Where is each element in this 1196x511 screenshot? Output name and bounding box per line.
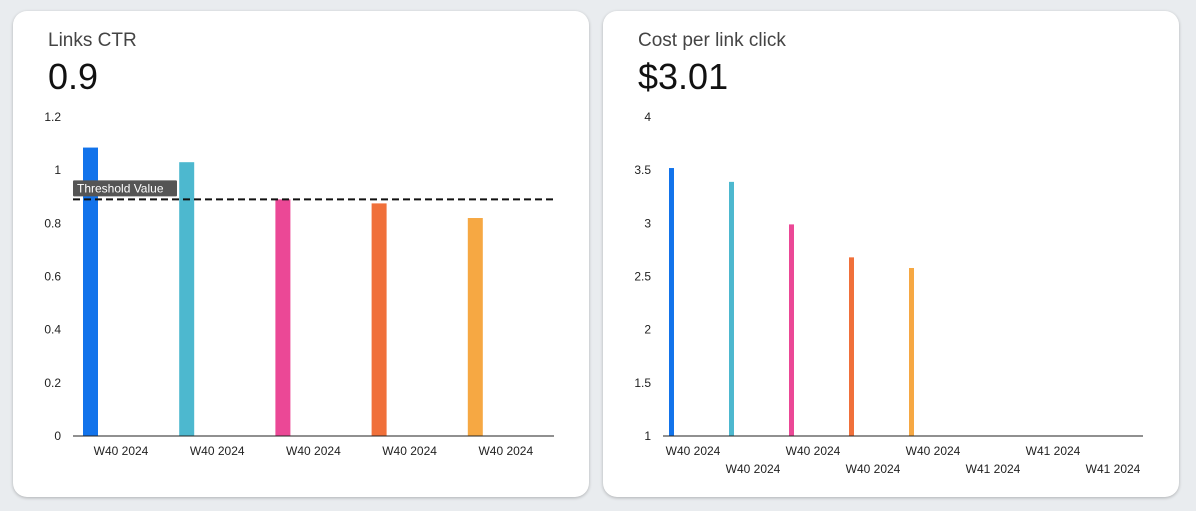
bar bbox=[909, 267, 914, 436]
x-tick-label: W40 2024 bbox=[786, 444, 841, 458]
bar bbox=[669, 168, 674, 437]
x-tick-label: W40 2024 bbox=[906, 444, 961, 458]
x-tick-label: W40 2024 bbox=[726, 462, 781, 476]
links-ctr-card: Links CTR 0.9 0 0.2 0.4 0.6 0.8 1 1.2 W40 2024 W… bbox=[13, 11, 589, 497]
x-tick-label: W40 2024 bbox=[190, 444, 245, 458]
x-tick-label: W40 2024 bbox=[478, 444, 533, 458]
bar bbox=[789, 224, 794, 436]
bar bbox=[179, 162, 195, 437]
x-tick-label: W40 2024 bbox=[94, 444, 149, 458]
x-tick-label: W41 2024 bbox=[966, 462, 1021, 476]
y-tick-label: 3 bbox=[644, 216, 651, 230]
x-tick-label: W40 2024 bbox=[286, 444, 341, 458]
x-tick-label: W40 2024 bbox=[846, 462, 901, 476]
x-tick-label: W40 2024 bbox=[666, 444, 721, 458]
threshold-label-bg bbox=[73, 180, 177, 197]
card-value: 0.9 bbox=[48, 56, 99, 97]
y-tick-label: 2 bbox=[644, 323, 651, 337]
cost-per-link-click-chart: 1 1.5 2 2.5 3 3.5 4 W40 2024 W40 2024 W40 2024 W40… bbox=[634, 110, 1143, 476]
bar bbox=[729, 181, 734, 436]
x-tick-label: W41 2024 bbox=[1086, 462, 1141, 476]
bar bbox=[83, 147, 98, 436]
y-tick-label: 3.5 bbox=[634, 163, 651, 177]
links-ctr-chart: 0 0.2 0.4 0.6 0.8 1 1.2 W40 2024 W40 2024 W40 202… bbox=[44, 110, 554, 458]
card-title: Links CTR bbox=[48, 30, 137, 51]
card-title: Cost per link click bbox=[638, 30, 786, 51]
y-tick-label: 1 bbox=[644, 429, 651, 443]
cost-per-link-click-card: Cost per link click $3.01 1 1.5 2 2.5 3 3.5 4 W… bbox=[603, 11, 1179, 497]
y-tick-label: 1 bbox=[54, 163, 61, 177]
y-tick-label: 4 bbox=[644, 110, 651, 124]
y-tick-label: 0.2 bbox=[44, 376, 61, 390]
bar bbox=[849, 257, 854, 436]
y-tick-label: 0.6 bbox=[44, 270, 61, 284]
y-tick-label: 2.5 bbox=[634, 270, 651, 284]
x-tick-label: W41 2024 bbox=[1026, 444, 1081, 458]
y-tick-label: 0 bbox=[54, 429, 61, 443]
y-tick-label: 1.2 bbox=[44, 110, 61, 124]
threshold-label: Threshold Value bbox=[77, 181, 164, 195]
x-tick-label: W40 2024 bbox=[382, 444, 437, 458]
y-tick-label: 1.5 bbox=[634, 376, 651, 390]
card-value: $3.01 bbox=[638, 56, 729, 97]
bar bbox=[371, 203, 387, 436]
y-tick-label: 0.4 bbox=[44, 323, 61, 337]
y-tick-label: 0.8 bbox=[44, 216, 61, 230]
bar bbox=[275, 199, 291, 436]
bar bbox=[467, 218, 483, 436]
